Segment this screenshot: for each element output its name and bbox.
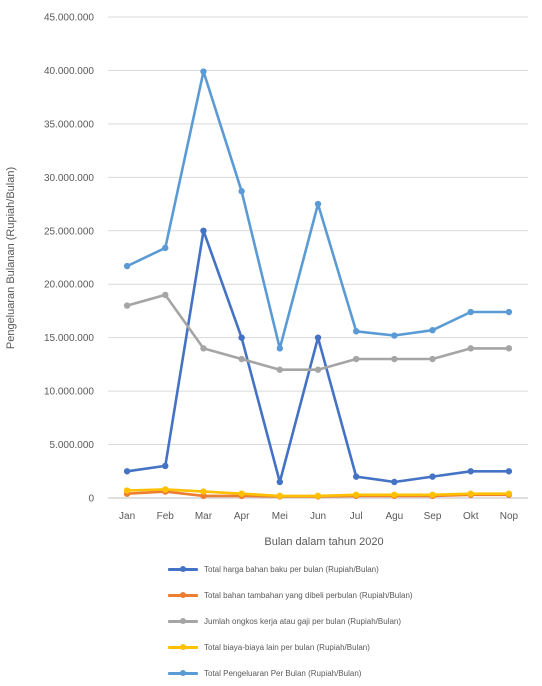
legend-item: Total bahan tambahan yang dibeli perbula…	[168, 582, 538, 608]
y-tick-label: 45.000.000	[44, 13, 94, 24]
legend-label: Total Pengeluaran Per Bulan (Rupiah/Bula…	[204, 668, 362, 678]
data-point	[200, 345, 207, 352]
x-tick-label: Apr	[234, 511, 250, 522]
data-point	[276, 492, 284, 500]
data-point	[162, 486, 169, 493]
data-point	[276, 345, 284, 352]
data-point	[238, 355, 245, 363]
data-point	[505, 308, 513, 316]
data-point	[467, 308, 474, 316]
x-tick-label: Agu	[385, 511, 403, 522]
y-tick-label: 5.000.000	[50, 440, 95, 451]
data-point	[123, 487, 131, 494]
data-point	[429, 491, 436, 498]
data-point	[505, 468, 513, 475]
y-tick-label: 20.000.000	[44, 280, 94, 291]
data-point	[429, 473, 436, 480]
series-group	[123, 227, 513, 486]
legend-swatch	[168, 667, 198, 679]
data-point	[467, 490, 474, 497]
y-axis-title: Pengeluaran Bulanan (Rupiah/Bulan)	[5, 167, 17, 349]
x-axis-title: Bulan dalam tahun 2020	[264, 536, 383, 548]
legend-item: Total harga bahan baku per bulan (Rupiah…	[168, 556, 538, 582]
data-point	[162, 462, 169, 470]
x-tick-label: Sep	[424, 511, 442, 522]
x-tick-label: Mei	[272, 511, 288, 522]
y-tick-label: 10.000.000	[44, 387, 94, 398]
data-point	[467, 345, 474, 352]
data-point	[123, 302, 131, 309]
legend-swatch	[168, 615, 198, 627]
data-point	[391, 355, 398, 363]
series-group	[123, 486, 513, 500]
data-point	[162, 244, 169, 252]
x-tick-label: Okt	[463, 511, 479, 522]
legend-item: Total biaya-biaya lain per bulan (Rupiah…	[168, 634, 538, 660]
data-point	[505, 345, 513, 352]
y-tick-label: 0	[88, 494, 94, 505]
data-point	[276, 366, 284, 373]
legend-item: Total Pengeluaran Per Bulan (Rupiah/Bula…	[168, 660, 538, 686]
x-tick-label: Mar	[195, 511, 213, 522]
series-group	[123, 291, 513, 373]
legend-item: Jumlah ongkos kerja atau gaji per bulan …	[168, 608, 538, 634]
data-point	[391, 478, 398, 486]
data-point	[314, 492, 322, 500]
legend-swatch	[168, 589, 198, 601]
line-chart: 0 5.000.000 10.000.000 15.000.000 20.000.000…	[5, 13, 528, 548]
chart-legend: Total harga bahan baku per bulan (Rupiah…	[168, 556, 538, 686]
data-point	[314, 366, 322, 373]
data-point	[162, 291, 169, 299]
legend-swatch	[168, 563, 198, 575]
data-point	[352, 473, 360, 480]
series-line	[125, 70, 511, 350]
data-point	[352, 328, 360, 335]
legend-label: Total harga bahan baku per bulan (Rupiah…	[204, 564, 379, 574]
legend-label: Total bahan tambahan yang dibeli perbula…	[204, 590, 413, 600]
data-point	[123, 468, 131, 475]
data-point	[276, 478, 284, 486]
x-axis-ticks: Jan Feb Mar Apr Mei Jun Jul Agu Sep Okt Nop	[119, 511, 518, 522]
data-point	[429, 355, 436, 363]
series-line	[125, 293, 511, 372]
legend-swatch	[168, 641, 198, 653]
data-point	[238, 490, 245, 497]
data-point	[429, 326, 436, 334]
data-point	[200, 227, 207, 234]
data-point	[238, 188, 245, 195]
series-lines	[123, 68, 513, 500]
data-point	[200, 488, 207, 495]
y-tick-label: 35.000.000	[44, 119, 94, 130]
x-tick-label: Jan	[119, 511, 135, 522]
x-tick-label: Jul	[350, 511, 363, 522]
data-point	[200, 68, 207, 75]
data-point	[314, 200, 322, 208]
data-point	[352, 491, 360, 498]
data-point	[238, 334, 245, 341]
data-point	[123, 262, 131, 270]
data-point	[352, 355, 360, 363]
x-tick-label: Nop	[500, 511, 519, 522]
y-tick-label: 25.000.000	[44, 226, 94, 237]
legend-label: Jumlah ongkos kerja atau gaji per bulan …	[204, 616, 402, 626]
data-point	[467, 468, 474, 475]
y-axis-ticks: 0 5.000.000 10.000.000 15.000.000 20.000.000…	[44, 13, 95, 505]
data-point	[391, 491, 398, 498]
y-tick-label: 30.000.000	[44, 173, 94, 184]
x-tick-label: Jun	[310, 511, 326, 522]
data-point	[314, 334, 322, 341]
data-point	[505, 490, 513, 497]
x-tick-label: Feb	[157, 511, 175, 522]
data-point	[391, 332, 398, 339]
y-tick-label: 15.000.000	[44, 333, 94, 344]
series-group	[123, 68, 513, 352]
legend-label: Total biaya-biaya lain per bulan (Rupiah…	[204, 642, 370, 652]
y-tick-label: 40.000.000	[44, 66, 94, 77]
